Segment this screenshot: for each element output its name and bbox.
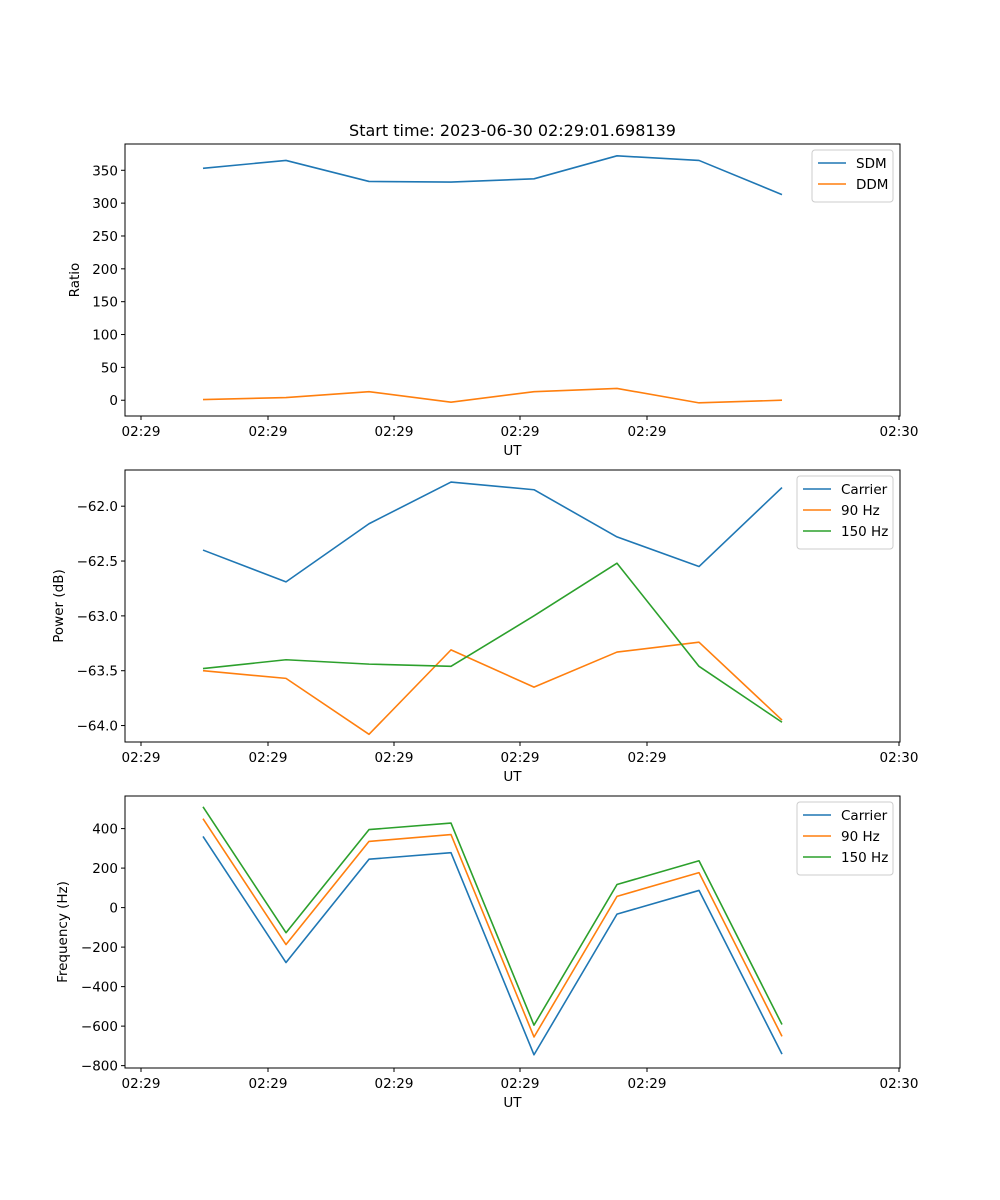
x-axis-label: UT (503, 443, 522, 459)
series-line-150-hz (202, 562, 783, 723)
legend: SDM DDM (811, 149, 894, 203)
x-tick-label: 02:29 (249, 750, 288, 766)
y-tick-label: 0 (109, 393, 118, 409)
y-tick-label: 0 (109, 901, 118, 917)
chart-panel-2: −64.0 −63.5 −63.0 −62.5 −62.0 02:29 02:29 02:29… (51, 469, 919, 785)
axes-frame (124, 143, 901, 417)
x-tick-label: 02:30 (880, 750, 919, 766)
legend-entry: 150 Hz (841, 850, 888, 866)
x-tick-label: 02:29 (375, 750, 414, 766)
series-line-90-hz (202, 818, 783, 1038)
legend-entry: Carrier (841, 482, 888, 498)
y-tick-label: −63.0 (77, 609, 118, 625)
x-tick-label: 02:29 (501, 424, 540, 440)
legend-entry: Carrier (841, 808, 888, 824)
y-axis-label: Ratio (67, 263, 83, 298)
x-axis-label: UT (503, 1095, 522, 1111)
legend-entry: 90 Hz (841, 829, 880, 845)
series-line-carrier (202, 481, 783, 583)
series-line-sdm (202, 155, 783, 196)
y-tick-label: −62.0 (77, 499, 118, 515)
legend: Carrier 90 Hz 150 Hz (796, 801, 894, 876)
y-tick-label: 150 (92, 295, 118, 311)
series-line-150-hz (202, 806, 783, 1026)
series-line-carrier (202, 836, 783, 1056)
x-tick-label: 02:29 (122, 1076, 161, 1092)
legend: Carrier 90 Hz 150 Hz (796, 475, 894, 550)
y-tick-label: 50 (101, 360, 118, 376)
x-tick-label: 02:29 (249, 424, 288, 440)
y-tick-label: −600 (81, 1019, 118, 1035)
x-tick-label: 02:29 (122, 750, 161, 766)
y-tick-label: −64.0 (77, 719, 118, 735)
x-tick-label: 02:29 (249, 1076, 288, 1092)
y-tick-label: 350 (92, 163, 118, 179)
x-tick-label: 02:29 (375, 1076, 414, 1092)
x-tick-label: 02:29 (501, 1076, 540, 1092)
axes-frame (124, 795, 901, 1069)
legend-entry: DDM (856, 177, 888, 193)
chart-panel-3: −800 −600 −400 −200 0 200 400 02:29 02:29 02:29 02… (55, 795, 919, 1111)
y-axis-label: Frequency (Hz) (55, 881, 71, 983)
figure-title: Start time: 2023-06-30 02:29:01.698139 (349, 121, 676, 140)
x-axis-label: UT (503, 769, 522, 785)
x-tick-label: 02:29 (628, 750, 667, 766)
x-tick-label: 02:29 (122, 424, 161, 440)
y-tick-label: 400 (92, 822, 118, 838)
series-line-ddm (202, 387, 783, 404)
y-tick-label: −63.5 (77, 664, 118, 680)
x-tick-label: 02:29 (501, 750, 540, 766)
y-tick-label: 300 (92, 196, 118, 212)
x-tick-label: 02:29 (628, 1076, 667, 1092)
x-tick-label: 02:29 (628, 424, 667, 440)
legend-entry: SDM (856, 156, 887, 172)
y-tick-label: 200 (92, 861, 118, 877)
y-tick-label: 250 (92, 229, 118, 245)
chart-panel-1: 0 50 100 150 200 250 300 350 02:29 02:29 02:29 02:2… (67, 143, 919, 459)
y-tick-label: 200 (92, 262, 118, 278)
y-axis-label: Power (dB) (51, 569, 67, 642)
y-tick-label: −200 (81, 940, 118, 956)
x-tick-label: 02:30 (880, 1076, 919, 1092)
axes-frame (124, 469, 901, 743)
y-tick-label: −62.5 (77, 554, 118, 570)
y-tick-label: 100 (92, 328, 118, 344)
y-tick-label: −800 (81, 1059, 118, 1075)
legend-entry: 150 Hz (841, 524, 888, 540)
x-tick-label: 02:29 (375, 424, 414, 440)
y-tick-label: −400 (81, 980, 118, 996)
series-line-90-hz (202, 641, 783, 736)
legend-entry: 90 Hz (841, 503, 880, 519)
x-tick-label: 02:30 (880, 424, 919, 440)
